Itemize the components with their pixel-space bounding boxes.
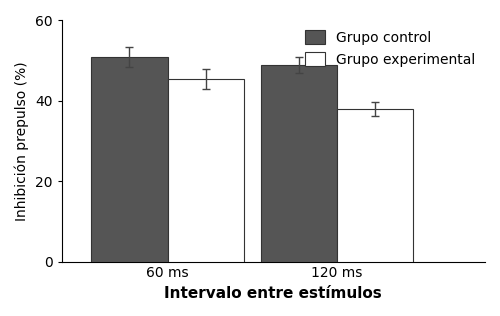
Bar (260, 65, 337, 262)
Y-axis label: Inhibición prepulso (%): Inhibición prepulso (%) (15, 61, 30, 221)
Legend: Grupo control, Grupo experimental: Grupo control, Grupo experimental (302, 27, 478, 70)
Bar (337, 109, 413, 262)
Bar (92, 57, 168, 262)
Bar (168, 79, 244, 262)
X-axis label: Intervalo entre estímulos: Intervalo entre estímulos (164, 286, 382, 301)
